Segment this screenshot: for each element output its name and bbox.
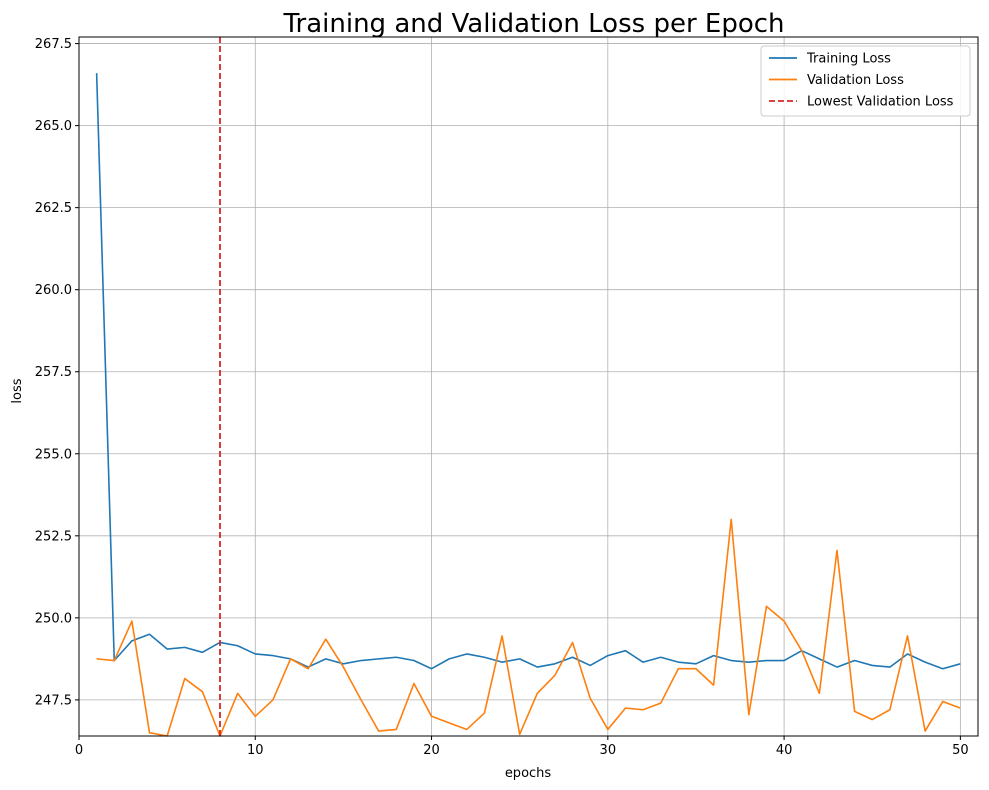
y-axis-label: loss (10, 378, 25, 403)
y-tick-label: 262.5 (35, 201, 72, 216)
x-axis-label: epochs (505, 766, 552, 781)
series-line-training-loss (95, 73, 961, 670)
chart-title: Training and Validation Loss per Epoch (282, 9, 784, 39)
y-tick-label: 260.0 (35, 283, 72, 298)
y-tick-label: 255.0 (35, 447, 72, 462)
y-tick-label: 267.5 (35, 37, 72, 52)
y-tick-label: 265.0 (35, 119, 72, 134)
legend: Training Loss Validation Loss Lowest Valid… (760, 45, 971, 117)
series-line-validation-loss (96, 518, 961, 737)
series-layer (95, 73, 961, 737)
axis-ticks: 0 10 20 30 40 50 247.5 250.0 252.5 255.0 257.5 260.… (35, 37, 969, 758)
plot-area (79, 37, 978, 736)
x-tick-label: 0 (75, 743, 83, 758)
legend-label-training-loss: Training Loss (806, 52, 891, 67)
y-tick-label: 247.5 (35, 693, 72, 708)
x-tick-label: 30 (600, 743, 617, 758)
y-tick-label: 252.5 (35, 529, 72, 544)
y-tick-label: 250.0 (35, 611, 72, 626)
legend-box (760, 45, 971, 117)
plot-frame (78, 36, 979, 737)
legend-label-lowest-validation-loss: Lowest Validation Loss (807, 95, 954, 110)
x-tick-label: 50 (952, 743, 969, 758)
grid (78, 37, 978, 736)
x-tick-label: 40 (776, 743, 793, 758)
x-tick-label: 20 (423, 743, 440, 758)
y-tick-label: 257.5 (35, 365, 72, 380)
x-tick-label: 10 (247, 743, 264, 758)
legend-label-validation-loss: Validation Loss (807, 73, 904, 88)
